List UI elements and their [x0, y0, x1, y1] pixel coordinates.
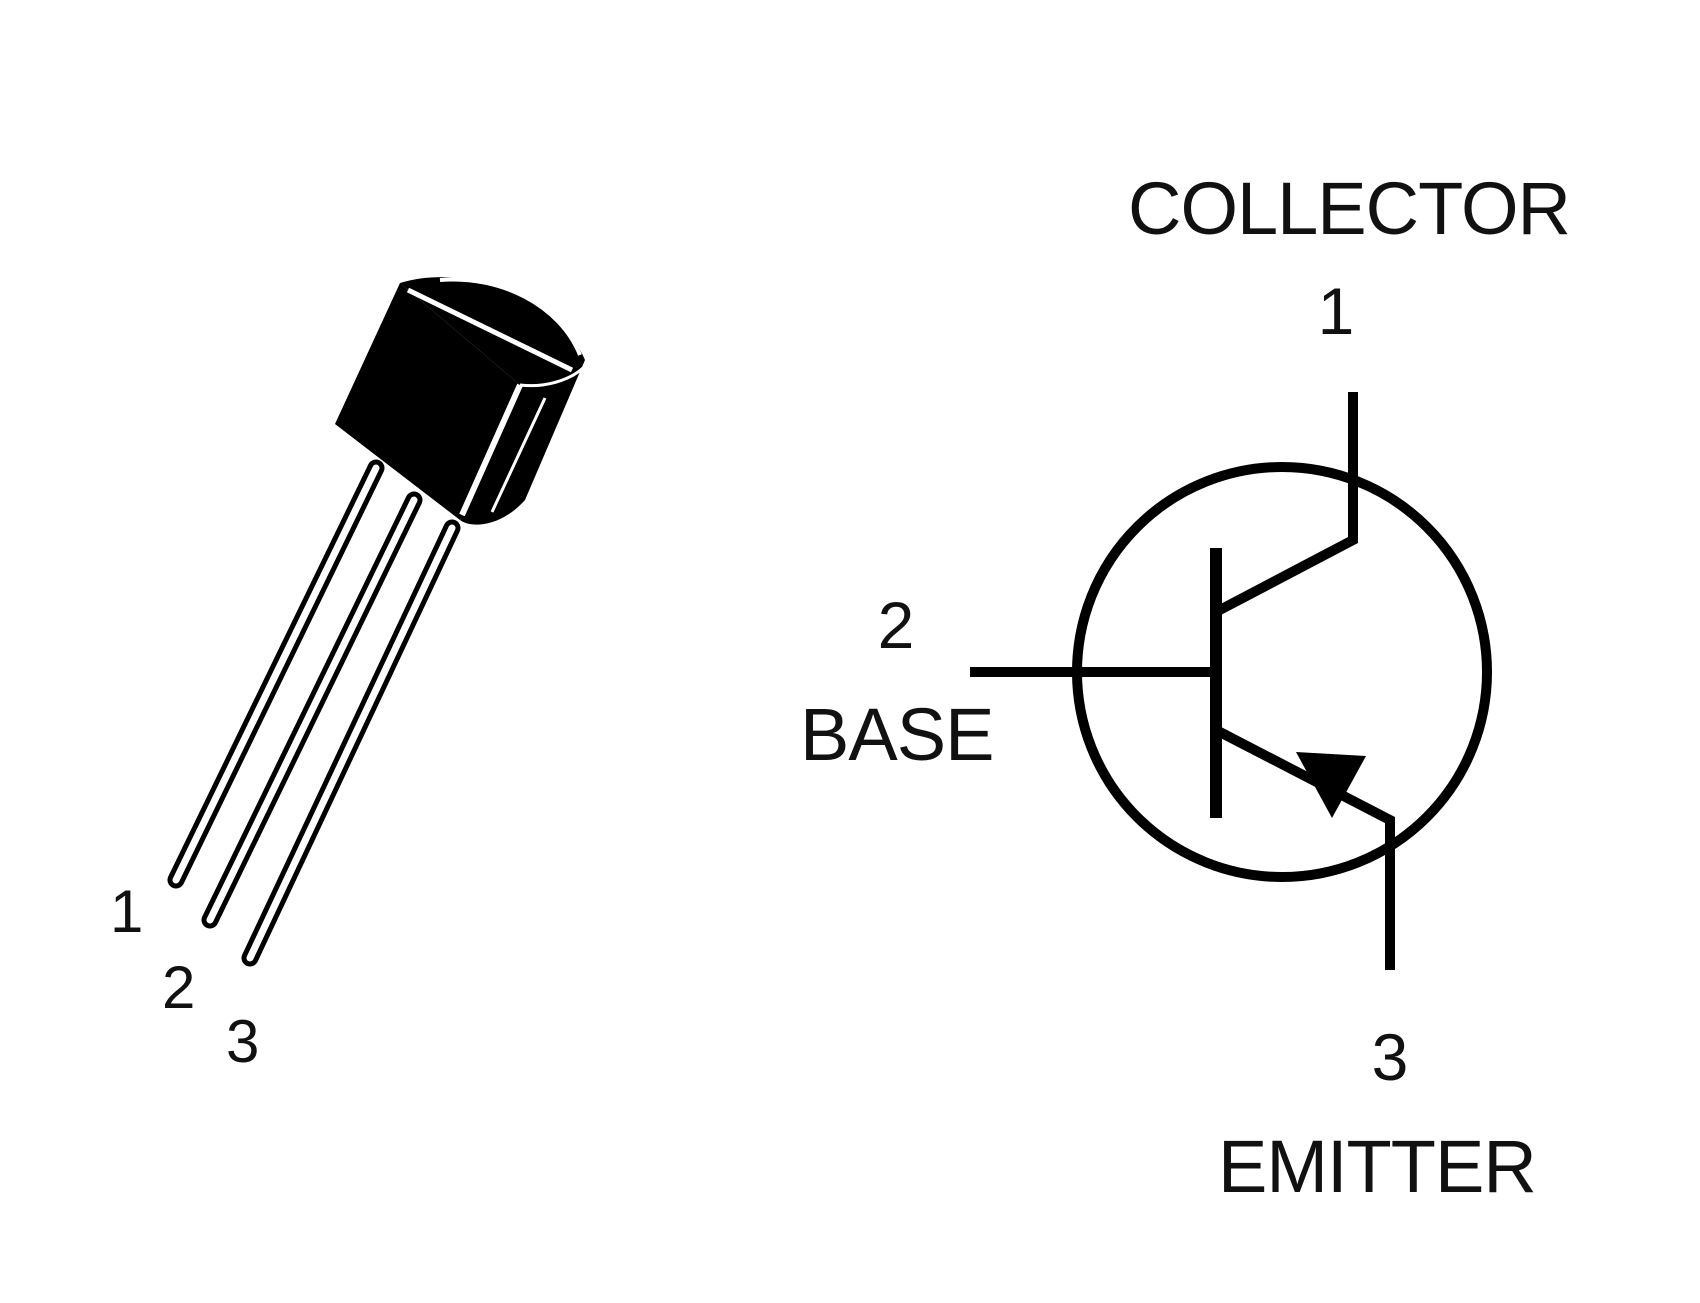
- npn-symbol: [970, 392, 1492, 970]
- collector-pin-number: 1: [1318, 274, 1355, 348]
- collector-label: COLLECTOR: [1128, 167, 1570, 250]
- emitter-label: EMITTER: [1218, 1125, 1536, 1208]
- collector-lead: [1213, 392, 1358, 617]
- package-body: [335, 277, 585, 525]
- package-pin-2-label: 2: [162, 954, 195, 1021]
- emitter-arrow-icon: [1296, 752, 1366, 818]
- emitter-lead: [1213, 725, 1395, 970]
- to92-package: 1 2 3: [110, 277, 585, 1075]
- package-leads: [167, 459, 461, 967]
- base-pin-number: 2: [878, 588, 915, 662]
- base-label: BASE: [800, 693, 993, 776]
- symbol-labels: COLLECTOR 1 2 BASE 3 EMITTER: [800, 167, 1571, 1208]
- package-pin-3-label: 3: [226, 1008, 259, 1075]
- package-pin-1-label: 1: [110, 878, 143, 945]
- emitter-pin-number: 3: [1372, 1020, 1409, 1094]
